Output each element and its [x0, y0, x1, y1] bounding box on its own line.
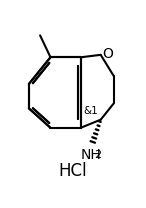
Text: O: O	[102, 47, 113, 61]
Text: NH: NH	[81, 148, 102, 162]
Text: HCl: HCl	[59, 162, 87, 180]
Text: 2: 2	[94, 150, 101, 160]
Text: &1: &1	[84, 106, 99, 116]
